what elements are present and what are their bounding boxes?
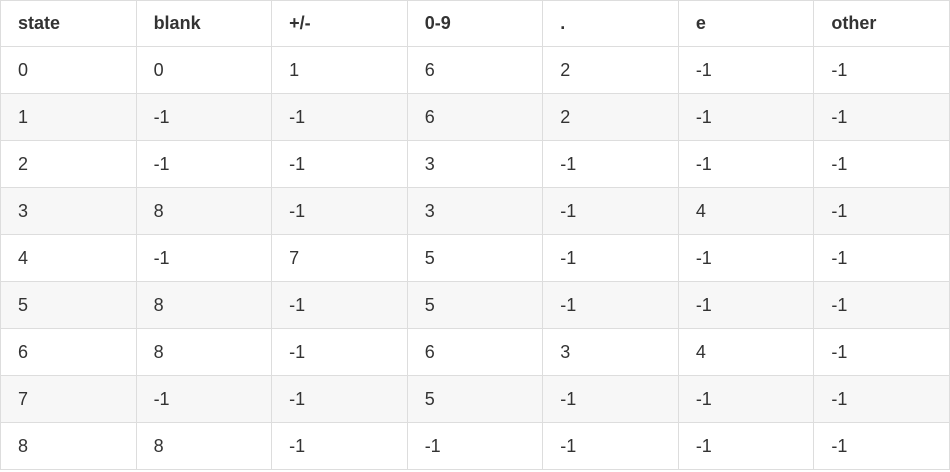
table-cell: -1: [135, 375, 273, 423]
table-cell: 5: [0, 281, 137, 329]
table-cell: -1: [135, 140, 273, 188]
table-cell: -1: [813, 234, 950, 282]
table-cell: -1: [542, 422, 679, 470]
table-cell: -1: [677, 46, 815, 94]
table-cell: 8: [0, 422, 137, 470]
table-row: 7 -1 -1 5 -1 -1 -1: [0, 375, 950, 423]
table-cell: -1: [271, 140, 408, 188]
column-header-dot: .: [542, 0, 679, 47]
table-cell: 7: [0, 375, 137, 423]
table-cell: -1: [406, 422, 544, 470]
table-cell: 4: [677, 187, 815, 235]
table-cell: 5: [406, 281, 544, 329]
table-row: 5 8 -1 5 -1 -1 -1: [0, 281, 950, 329]
table-cell: -1: [813, 422, 950, 470]
table-cell: -1: [677, 93, 815, 141]
table-cell: -1: [677, 422, 815, 470]
table-cell: -1: [677, 375, 815, 423]
table-cell: 0: [0, 46, 137, 94]
table-cell: -1: [813, 46, 950, 94]
table-cell: -1: [271, 187, 408, 235]
table-cell: -1: [813, 187, 950, 235]
table-row: 4 -1 7 5 -1 -1 -1: [0, 234, 950, 282]
table-cell: 5: [406, 234, 544, 282]
table-header-row: state blank +/- 0-9 . e other: [0, 0, 950, 47]
table-cell: 8: [135, 422, 273, 470]
column-header-exponent: e: [677, 0, 815, 47]
table-row: 0 0 1 6 2 -1 -1: [0, 46, 950, 94]
table-cell: -1: [542, 187, 679, 235]
table-cell: -1: [271, 422, 408, 470]
table-cell: 7: [271, 234, 408, 282]
column-header-state: state: [0, 0, 137, 47]
table-cell: 4: [677, 328, 815, 376]
table-cell: 2: [0, 140, 137, 188]
table-body: 0 0 1 6 2 -1 -1 1 -1 -1 6 2 -1 -1 2 -1 -…: [0, 46, 950, 470]
table-cell: 6: [406, 93, 544, 141]
table-cell: -1: [135, 93, 273, 141]
table-cell: 3: [406, 187, 544, 235]
table-cell: 8: [135, 281, 273, 329]
table-cell: 3: [0, 187, 137, 235]
table-cell: 4: [0, 234, 137, 282]
table-cell: 0: [135, 46, 273, 94]
table-cell: 6: [406, 328, 544, 376]
table-cell: -1: [677, 140, 815, 188]
table-cell: -1: [677, 281, 815, 329]
table-cell: -1: [813, 140, 950, 188]
table-cell: -1: [677, 234, 815, 282]
table-cell: 6: [406, 46, 544, 94]
table-cell: -1: [542, 281, 679, 329]
table-cell: -1: [813, 93, 950, 141]
table-cell: -1: [813, 328, 950, 376]
table-cell: 1: [0, 93, 137, 141]
column-header-other: other: [813, 0, 950, 47]
table-row: 1 -1 -1 6 2 -1 -1: [0, 93, 950, 141]
table-cell: -1: [542, 375, 679, 423]
table-cell: 1: [271, 46, 408, 94]
column-header-blank: blank: [135, 0, 273, 47]
table-cell: -1: [542, 140, 679, 188]
table-cell: -1: [813, 375, 950, 423]
table-cell: -1: [271, 328, 408, 376]
table-row: 2 -1 -1 3 -1 -1 -1: [0, 140, 950, 188]
column-header-sign: +/-: [271, 0, 408, 47]
table-cell: 2: [542, 46, 679, 94]
table-row: 6 8 -1 6 3 4 -1: [0, 328, 950, 376]
table-cell: -1: [271, 93, 408, 141]
table-cell: 2: [542, 93, 679, 141]
table-cell: -1: [813, 281, 950, 329]
table-row: 8 8 -1 -1 -1 -1 -1: [0, 422, 950, 470]
table-header: state blank +/- 0-9 . e other: [0, 0, 950, 47]
table-cell: -1: [542, 234, 679, 282]
table-cell: 8: [135, 187, 273, 235]
table-row: 3 8 -1 3 -1 4 -1: [0, 187, 950, 235]
table-cell: 3: [406, 140, 544, 188]
table-cell: 6: [0, 328, 137, 376]
table-cell: 8: [135, 328, 273, 376]
table-cell: 3: [542, 328, 679, 376]
table-cell: 5: [406, 375, 544, 423]
table-cell: -1: [271, 281, 408, 329]
table-cell: -1: [135, 234, 273, 282]
column-header-digit: 0-9: [406, 0, 544, 47]
table-cell: -1: [271, 375, 408, 423]
